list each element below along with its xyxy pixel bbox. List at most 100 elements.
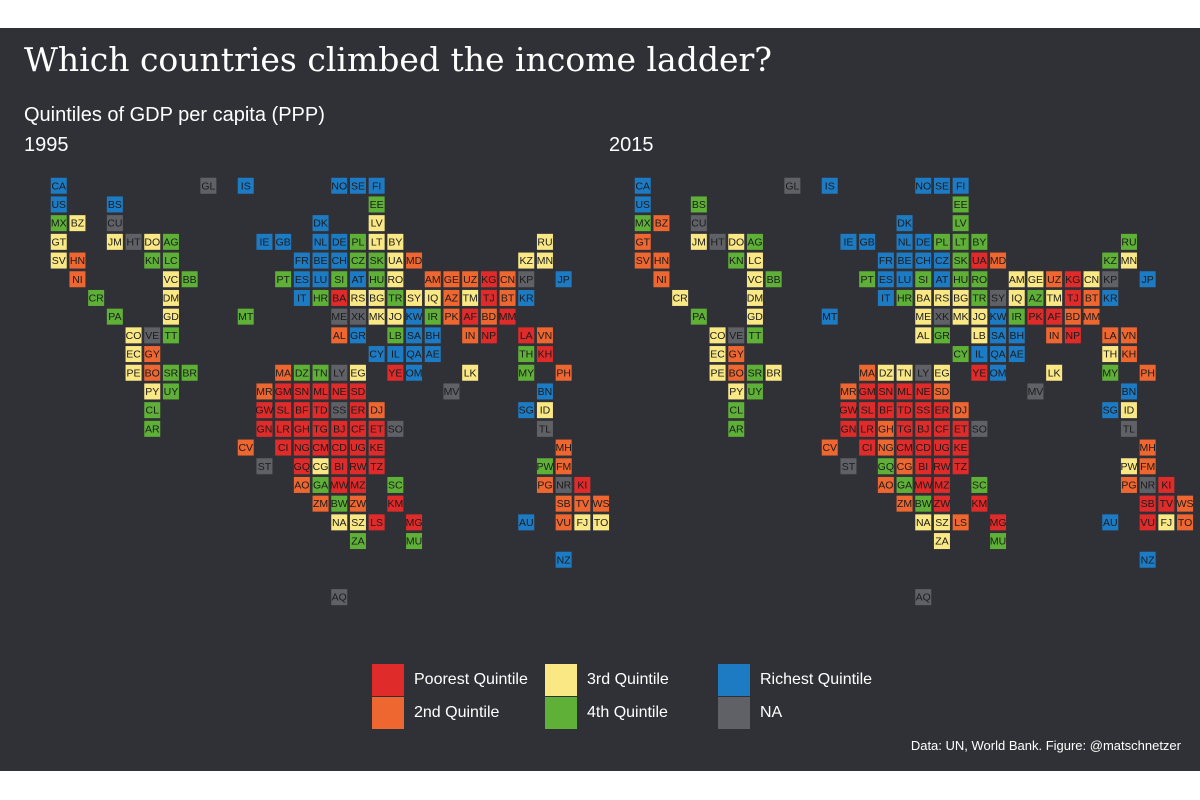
tile-label-cu-2015: CU <box>691 218 706 230</box>
tile-dm-1995 <box>161 288 181 308</box>
legend-item-q3: 3rd Quintile <box>545 664 705 698</box>
tile-ie-1995 <box>254 232 274 252</box>
tile-label-gd-2015: GD <box>747 311 763 323</box>
tile-nr-2015 <box>1138 475 1158 495</box>
tile-label-se-2015: SE <box>935 180 949 192</box>
tile-label-sc-1995: SC <box>388 479 403 491</box>
tile-label-vn-2015: VN <box>1122 330 1137 342</box>
tile-tz-2015 <box>951 456 971 476</box>
tile-label-pt-1995: PT <box>276 274 290 286</box>
tile-label-pe-1995: PE <box>127 367 141 379</box>
tile-sg-2015 <box>1100 400 1120 420</box>
tile-label-kp-1995: KP <box>519 274 533 286</box>
tile-label-cz-2015: CZ <box>935 255 950 267</box>
tile-hr-2015 <box>895 288 915 308</box>
tile-kg-1995 <box>479 269 499 289</box>
tile-to-2015 <box>1175 512 1195 532</box>
tile-label-fj-2015: FJ <box>1161 517 1173 529</box>
tile-label-bj-1995: BJ <box>333 423 345 435</box>
tile-label-ht-2015: HT <box>711 236 726 248</box>
tile-bj-2015 <box>913 419 933 439</box>
tile-label-jm-1995: JM <box>108 236 122 248</box>
tile-gn-1995 <box>254 419 274 439</box>
tile-label-tr-1995: TR <box>388 292 402 304</box>
tile-label-iq-2015: IQ <box>1011 292 1022 304</box>
tile-bi-2015 <box>913 456 933 476</box>
tile-hr-1995 <box>311 288 331 308</box>
tile-label-fr-1995: FR <box>295 255 309 267</box>
tile-ht-2015 <box>708 232 728 252</box>
tile-vc-2015 <box>745 269 765 289</box>
tile-label-hu-1995: HU <box>369 274 384 286</box>
tile-label-gr-2015: GR <box>934 330 950 342</box>
tile-mw-1995 <box>329 475 349 495</box>
tile-ir-1995 <box>423 307 443 327</box>
tile-ne-2015 <box>913 381 933 401</box>
tile-label-qa-2015: QA <box>990 349 1005 361</box>
tile-label-pe-2015: PE <box>711 367 725 379</box>
tile-xk-2015 <box>932 307 952 327</box>
tile-label-bi-2015: BI <box>918 461 928 473</box>
tile-ie-2015 <box>838 232 858 252</box>
tile-label-au-2015: AU <box>1103 517 1118 529</box>
tile-st-1995 <box>254 456 274 476</box>
tile-label-dk-2015: DK <box>897 218 912 230</box>
tile-nl-1995 <box>311 232 331 252</box>
tile-co-2015 <box>708 325 728 345</box>
tile-ga-1995 <box>311 475 331 495</box>
tile-label-bn-1995: BN <box>538 386 553 398</box>
tile-label-be-2015: BE <box>898 255 912 267</box>
tile-label-ge-2015: GE <box>1028 274 1043 286</box>
tile-dk-2015 <box>895 213 915 233</box>
tile-label-to-1995: TO <box>594 517 608 529</box>
tile-si-1995 <box>329 269 349 289</box>
tile-et-2015 <box>951 419 971 439</box>
tile-label-in-2015: IN <box>1049 330 1060 342</box>
tile-label-ch-1995: CH <box>332 255 347 267</box>
tile-td-1995 <box>311 400 331 420</box>
tile-sk-2015 <box>951 251 971 271</box>
tile-label-tm-1995: TM <box>463 292 478 304</box>
tile-label-np-2015: NP <box>1066 330 1081 342</box>
tile-label-zm-1995: ZM <box>313 498 328 510</box>
tile-ss-1995 <box>329 400 349 420</box>
tile-label-mk-2015: MK <box>953 311 969 323</box>
tile-no-2015 <box>913 176 933 196</box>
tile-label-tz-1995: TZ <box>370 461 383 473</box>
tile-hn-1995 <box>67 251 87 271</box>
tile-label-ba-2015: BA <box>916 292 930 304</box>
source-caption: Data: UN, World Bank. Figure: @matschnet… <box>910 738 1181 753</box>
tile-br-1995 <box>180 363 200 383</box>
tile-ug-1995 <box>348 438 368 458</box>
tile-label-kg-1995: KG <box>481 274 496 286</box>
tile-tg-2015 <box>895 419 915 439</box>
tile-label-kz-2015: KZ <box>1104 255 1118 267</box>
tile-bd-1995 <box>479 307 499 327</box>
tile-label-no-2015: NO <box>915 180 931 192</box>
tile-ge-1995 <box>441 269 461 289</box>
tile-bs-1995 <box>105 194 125 214</box>
tile-be-2015 <box>895 251 915 271</box>
tile-label-in-1995: IN <box>465 330 476 342</box>
tile-ph-1995 <box>554 363 574 383</box>
tile-label-ga-2015: GA <box>897 479 912 491</box>
tile-label-sb-1995: SB <box>557 498 571 510</box>
tile-label-th-1995: TH <box>519 349 533 361</box>
tile-dj-2015 <box>951 400 971 420</box>
tile-gt-1995 <box>49 232 69 252</box>
tile-label-by-2015: BY <box>972 236 986 248</box>
tile-se-1995 <box>348 176 368 196</box>
tile-label-na-2015: NA <box>916 517 931 529</box>
tile-label-pa-1995: PA <box>108 311 121 323</box>
tile-gh-2015 <box>876 419 896 439</box>
tile-ca-1995 <box>49 176 69 196</box>
tile-fm-2015 <box>1138 456 1158 476</box>
tile-lu-1995 <box>311 269 331 289</box>
tile-label-gt-2015: GT <box>635 236 650 248</box>
tile-na-1995 <box>329 512 349 532</box>
tile-label-hn-1995: HN <box>70 255 85 267</box>
tile-kz-2015 <box>1100 251 1120 271</box>
tile-label-ls-2015: LS <box>954 517 967 529</box>
tile-al-2015 <box>913 325 933 345</box>
tile-label-mn-1995: MN <box>537 255 553 267</box>
